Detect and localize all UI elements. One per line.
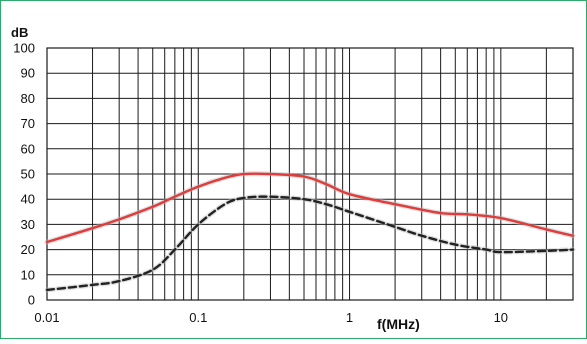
- y-axis-label: dB: [11, 25, 28, 40]
- y-tick-label: 50: [21, 167, 35, 182]
- plot-border: [46, 47, 574, 301]
- series-2-line: [45, 195, 575, 292]
- x-tick-label: 1: [346, 310, 353, 325]
- y-tick-label: 40: [21, 192, 35, 207]
- x-tick-label: 0.01: [34, 310, 59, 325]
- y-tick-label: 80: [21, 91, 35, 106]
- series-1-line: [45, 172, 575, 244]
- y-tick-label: 10: [21, 267, 35, 282]
- y-tick-label: 0: [28, 293, 35, 308]
- grid: [47, 47, 573, 301]
- y-tick-label: 20: [21, 242, 35, 257]
- y-tick-label: 90: [21, 66, 35, 81]
- x-axis-label: f(MHz): [377, 316, 420, 332]
- x-tick-label: 10: [494, 310, 508, 325]
- y-tick-label: 100: [13, 41, 35, 56]
- series: [44, 171, 576, 293]
- x-tick-labels: 0.01 0.1 1 10: [34, 310, 508, 325]
- x-tick-label: 0.1: [189, 310, 207, 325]
- axes: [46, 47, 574, 301]
- y-tick-label: 30: [21, 217, 35, 232]
- y-tick-label: 70: [21, 116, 35, 131]
- y-tick-label: 60: [21, 141, 35, 156]
- y-tick-labels: 0 10 20 30 40 50 60 70 80 90 100: [13, 41, 35, 308]
